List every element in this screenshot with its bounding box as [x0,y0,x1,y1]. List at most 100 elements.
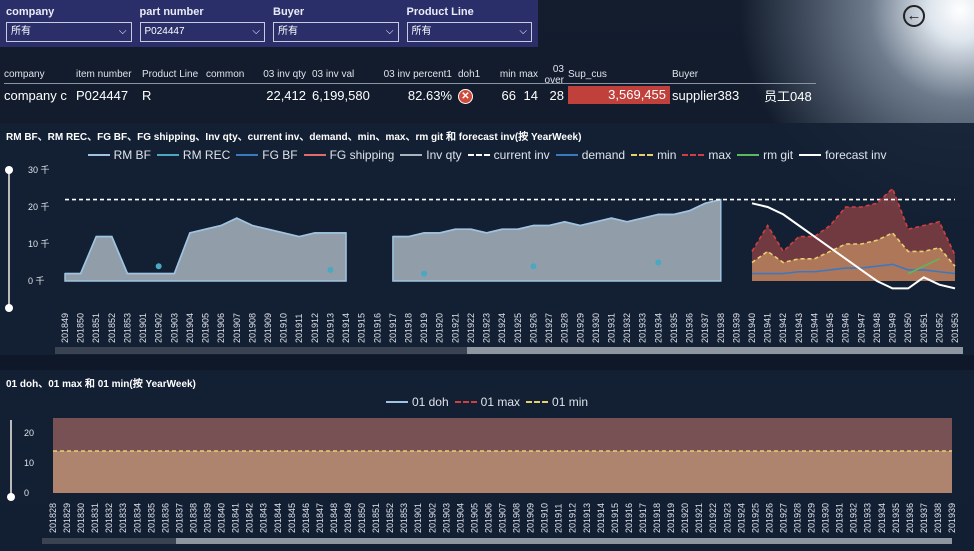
column-header[interactable]: common [206,69,245,80]
legend-swatch [682,154,705,156]
slicer-bar: company 所有 ⌵ part number P024447 ⌵ Buyer 所有 ⌵ … [0,0,538,47]
company-dropdown[interactable]: 所有 ⌵ [6,22,132,42]
legend-swatch [467,154,490,156]
legend-label: max [708,148,732,162]
legend-label: RM BF [113,148,151,162]
selected-value: 所有 [411,26,432,37]
chevron-down-icon: ⌵ [252,26,260,37]
buyer-dropdown[interactable]: 所有 ⌵ [273,22,399,42]
column-header[interactable]: doh1 [458,69,481,80]
chevron-down-icon: ⌵ [118,26,127,37]
legend-item[interactable]: Inv qty [400,148,462,162]
legend-swatch [737,154,760,156]
legend-item[interactable]: 01 max [454,395,521,409]
legend-item[interactable]: rm git [737,148,793,162]
cell-03-over: 3,569,455 [564,86,670,104]
selected-value: P024447 [144,26,185,37]
legend-swatch [303,154,326,156]
legend-item[interactable]: max [682,148,731,162]
company-slicer: company 所有 ⌵ [6,4,132,43]
error-x-icon: ✕ [458,88,473,104]
legend-label: current inv [493,148,550,162]
legend-swatch [385,401,408,403]
column-header[interactable]: 03 inv percent1 [383,69,452,80]
column-header[interactable]: Sup_cus [568,69,607,80]
legend-item[interactable]: FG shipping [303,148,395,162]
legend-label: forecast inv [825,148,887,162]
legend-item[interactable]: 01 min [526,395,588,409]
column-header[interactable]: company [4,69,45,80]
legend-swatch [526,401,549,403]
product-line-slicer: Product Line 所有 ⌵ [406,4,532,43]
legend-label: min [657,148,677,162]
legend-swatch [555,154,578,156]
table-row[interactable]: company c P024447 R 22,412 6,199,580 82.63% ✕ 6… [4,84,816,106]
chevron-down-icon: ⌵ [519,26,527,37]
chart-legend: 01 doh 01 max 01 min [0,395,974,409]
part-number-slicer: part number P024447 ⌵ [139,4,265,43]
column-header[interactable]: Buyer [672,69,699,80]
table-cell: P024447 [76,87,129,103]
legend-item[interactable]: RM REC [156,148,231,162]
legend-swatch [454,401,477,403]
selected-value: 所有 [278,26,298,37]
status-icon: ✕ [452,87,492,104]
table-cell: R [142,87,152,103]
part-number-dropdown[interactable]: P024447 ⌵ [139,22,265,42]
legend-label: 01 min [552,395,589,409]
column-header[interactable]: max [519,69,538,80]
chart-title: RM BF、RM REC、FG BF、FG shipping、Inv qty、c… [6,132,582,143]
legend-label: 01 doh [411,395,449,409]
table-cell: company c [4,87,67,103]
table-cell: 82.63% [407,87,452,103]
legend-item[interactable]: min [631,148,676,162]
table-cell: 22,412 [266,87,306,103]
inventory-chart-panel: RM BF、RM REC、FG BF、FG shipping、Inv qty、c… [0,123,974,355]
table-cell: 28 [549,87,564,103]
legend-label: FG shipping [329,148,395,162]
product-line-dropdown[interactable]: 所有 ⌵ [406,22,532,42]
table-cell: 14 [523,87,538,103]
legend-swatch [87,154,110,156]
inventory-table: company item number Product Line common 03 i… [4,63,816,106]
legend-swatch [236,154,259,156]
legend-item[interactable]: forecast inv [799,148,886,162]
over-value: 3,569,455 [568,86,670,104]
column-header[interactable]: Product Line [142,69,199,80]
legend-item[interactable]: current inv [467,148,550,162]
doh-chart-panel: 01 doh、01 max 和 01 min(按 YearWeek) 01 do… [0,370,974,551]
legend-label: FG BF [262,148,298,162]
chart-legend: RM BF RM REC FG BF FG shipping Inv qty curren… [0,148,974,162]
legend-item[interactable]: 01 doh [385,395,449,409]
legend-item[interactable]: RM BF [87,148,151,162]
chevron-down-icon: ⌵ [385,26,394,37]
column-header[interactable]: 03 over [544,63,564,86]
column-header[interactable]: min [499,69,516,80]
legend-item[interactable]: FG BF [236,148,298,162]
table-header: company item number Product Line common 03 i… [4,63,816,86]
table-cell: 6,199,580 [312,87,370,103]
buyer-slicer: Buyer 所有 ⌵ [273,4,399,43]
column-header[interactable]: 03 inv val [312,69,355,80]
column-header[interactable]: item number [76,69,132,80]
table-cell: supplier383 [672,87,740,103]
slicer-label: Product Line [406,6,474,18]
legend-swatch [400,154,423,156]
slicer-label: company [6,6,55,18]
column-header[interactable]: 03 inv qty [263,69,306,80]
legend-swatch [156,154,179,156]
selected-value: 所有 [11,26,31,37]
table-cell: 66 [501,87,516,103]
slicer-label: Buyer [273,6,305,18]
legend-label: demand [581,148,626,162]
table-cell: 员工048 [764,88,812,104]
chart-title: 01 doh、01 max 和 01 min(按 YearWeek) [6,379,196,390]
legend-swatch [631,154,654,156]
slicer-label: part number [139,6,204,18]
legend-label: RM REC [182,148,231,162]
back-arrow-icon[interactable]: ← [903,5,925,27]
legend-label: rm git [763,148,794,162]
legend-swatch [799,154,822,156]
legend-label: 01 max [480,395,521,409]
legend-item[interactable]: demand [555,148,626,162]
